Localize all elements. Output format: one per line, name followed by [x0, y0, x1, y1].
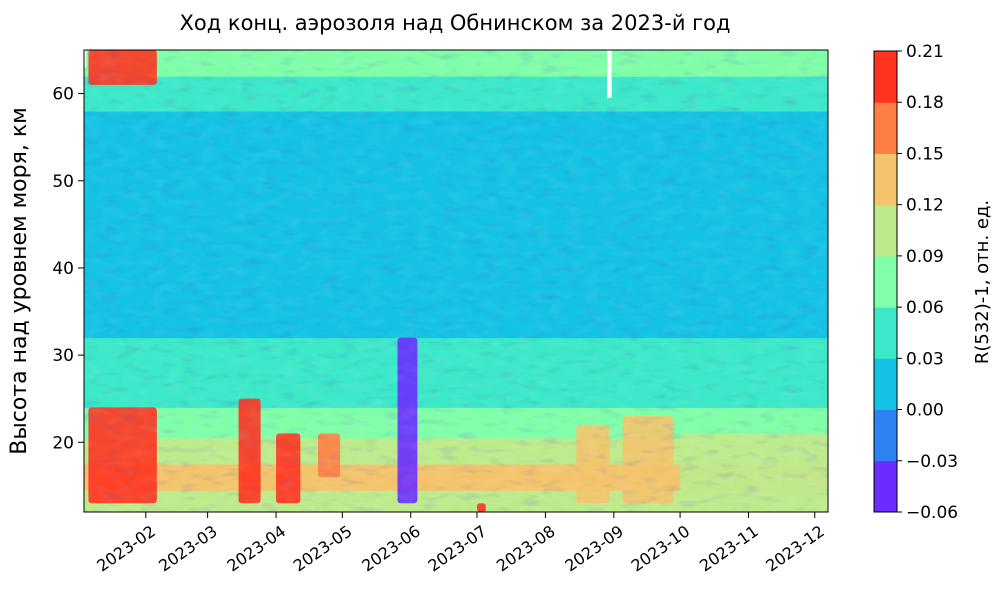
colorbar-segment	[874, 409, 897, 462]
colorbar-segment	[874, 51, 897, 103]
fine-structure-texture-light	[84, 50, 828, 512]
colorbar-segment	[874, 102, 897, 154]
missing-data-patch	[607, 50, 612, 98]
y-tick-label: 60	[52, 85, 74, 105]
missing-data-patch	[84, 50, 87, 68]
colorbar-segment	[874, 153, 897, 206]
x-tick-label: 2023-05	[290, 522, 356, 576]
x-tick-label: 2023-07	[424, 522, 490, 576]
y-tick-label: 50	[52, 172, 74, 192]
x-tick-label: 2023-09	[561, 522, 627, 576]
plot-area	[84, 50, 828, 512]
x-tick-label: 2023-06	[358, 522, 424, 576]
x-tick-label: 2023-11	[696, 522, 762, 576]
colorbar-tick-label: 0.15	[906, 144, 944, 164]
colorbar-tick-label: −0.03	[906, 452, 958, 472]
y-tick-label: 20	[52, 433, 74, 453]
x-tick-label: 2023-08	[493, 522, 559, 576]
y-axis-label: Высота над уровнем моря, км	[7, 107, 32, 454]
y-tick-label: 40	[52, 259, 74, 279]
colorbar-segment	[874, 460, 897, 513]
colorbar-tick-label: 0.12	[906, 196, 944, 216]
colorbar-tick-label: 0.00	[906, 401, 944, 421]
chart-title: Ход конц. аэрозоля над Обнинском за 2023…	[179, 11, 730, 35]
x-tick-label: 2023-04	[224, 522, 290, 576]
colorbar-frame	[873, 50, 898, 513]
colorbar-tick-label: 0.03	[906, 349, 944, 369]
colorbar-tick-label: 0.09	[906, 247, 944, 267]
colorbar-label: R(532)-1, отн. ед.	[972, 200, 993, 364]
missing-data	[84, 50, 612, 98]
x-tick-label: 2023-12	[762, 522, 828, 576]
y-axis: 20 30 40 50 60	[52, 85, 84, 453]
colorbar-segment	[874, 255, 897, 308]
x-tick-label: 2023-02	[93, 522, 159, 576]
colorbar: −0.06 −0.03 0.00 0.03 0.06 0.09 0.12 0.15 0.18 0.…	[873, 42, 958, 523]
colorbar-segment	[874, 204, 897, 257]
x-tick-label: 2023-10	[628, 522, 694, 576]
colorbar-segment	[874, 358, 897, 411]
plot-frame	[83, 49, 829, 513]
colorbar-segment	[874, 307, 897, 359]
colorbar-tick-label: 0.21	[906, 42, 944, 62]
x-tick-label: 2023-03	[155, 522, 221, 576]
colorbar-tick-label: 0.06	[906, 298, 944, 318]
y-tick-label: 30	[52, 346, 74, 366]
colorbar-tick-label: −0.06	[906, 503, 958, 523]
colorbar-tick-label: 0.18	[906, 93, 944, 113]
